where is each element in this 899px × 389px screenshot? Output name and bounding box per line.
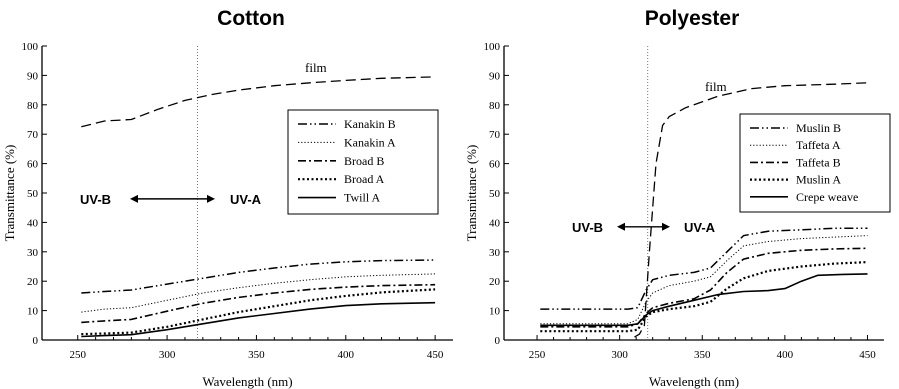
legend: Kanakin B Kanakin A Broad B Broad A Twill A (287, 109, 439, 215)
y-tick-label: 80 (489, 100, 501, 112)
y-tick-label: 20 (489, 276, 501, 288)
legend-box (739, 113, 891, 213)
chart-title: Polyester (645, 7, 740, 30)
x-tick-label: 350 (694, 349, 711, 361)
y-tick-label: 40 (489, 217, 501, 229)
legend-label: Kanakin B (344, 117, 396, 131)
chart-panel-cotton: Cotton 0 10 20 30 40 50 60 70 80 90 100 250 300 350 400… (2, 7, 453, 389)
series-line-muslin-b (540, 227, 868, 310)
series-line-taffeta-b (540, 247, 868, 328)
chart-title: Cotton (217, 7, 285, 30)
legend: Muslin B Taffeta A Taffeta B Muslin A Crepe … (739, 113, 891, 213)
y-tick-label: 50 (489, 188, 501, 200)
x-tick-label: 250 (529, 349, 546, 361)
y-axis-label: Transmittance (%) (2, 145, 17, 242)
legend-label: Crepe weave (796, 190, 858, 204)
x-tick-label: 450 (859, 349, 876, 361)
x-tick-label: 350 (248, 349, 265, 361)
series-line-film (81, 76, 436, 128)
legend-label: Taffeta A (796, 138, 841, 152)
series-line-taffeta-a (540, 235, 868, 325)
y-tick-label: 0 (33, 335, 39, 347)
x-tick-label: 450 (427, 349, 444, 361)
legend-box (287, 109, 439, 215)
uv-arrow-right-head (207, 194, 215, 203)
y-tick-label: 10 (489, 306, 501, 318)
y-tick-label: 100 (484, 41, 501, 53)
y-tick-label: 0 (495, 335, 501, 347)
y-tick-label: 60 (27, 159, 39, 171)
x-axis-label: Wavelength (nm) (649, 374, 739, 389)
x-tick-label: 300 (611, 349, 628, 361)
y-axis-label: Transmittance (%) (464, 145, 479, 242)
x-tick-label: 250 (69, 349, 86, 361)
y-tick-label: 30 (489, 247, 501, 259)
y-tick-label: 100 (22, 41, 39, 53)
x-tick-label: 400 (777, 349, 794, 361)
uv-arrow-right-head (662, 222, 670, 231)
series-line-crepe-weave (540, 273, 868, 327)
legend-label: Muslin B (796, 121, 841, 135)
legend-label: Taffeta B (796, 155, 841, 169)
y-tick-label: 10 (27, 306, 39, 318)
series-line-kanakin-a (81, 273, 436, 313)
y-tick-label: 70 (27, 129, 39, 141)
y-tick-label: 60 (489, 159, 501, 171)
legend-label: Broad A (344, 172, 385, 186)
uv-a-label: UV-A (230, 192, 262, 207)
series-line-kanakin-b (81, 259, 436, 294)
uv-a-label: UV-A (684, 220, 716, 235)
legend-label: Kanakin A (344, 135, 396, 149)
uv-arrow-left-head (617, 222, 625, 231)
x-tick-label: 300 (159, 349, 176, 361)
series-line-broad-a (81, 288, 436, 336)
chart-panel-polyester: Polyester 0 10 20 30 40 50 60 70 80 90 100 250 300 350… (464, 7, 891, 389)
x-axis-label: Wavelength (nm) (202, 374, 292, 389)
y-tick-label: 80 (27, 100, 39, 112)
uv-arrow-left-head (130, 194, 138, 203)
y-tick-label: 40 (27, 217, 39, 229)
y-tick-label: 90 (27, 70, 39, 82)
series-line-muslin-a (540, 261, 868, 333)
y-tick-label: 90 (489, 70, 501, 82)
series-line-twill-a (81, 301, 436, 338)
y-tick-label: 50 (27, 188, 39, 200)
legend-label: Twill A (344, 191, 380, 205)
series-line-broad-b (81, 283, 436, 324)
legend-label: Broad B (344, 154, 384, 168)
film-series-label: film (705, 79, 727, 94)
x-tick-label: 400 (338, 349, 355, 361)
y-tick-label: 30 (27, 247, 39, 259)
y-tick-label: 20 (27, 276, 39, 288)
series-line-film (634, 82, 868, 338)
uv-b-label: UV-B (572, 220, 603, 235)
y-tick-label: 70 (489, 129, 501, 141)
legend-label: Muslin A (796, 173, 841, 187)
uv-b-label: UV-B (80, 192, 111, 207)
film-series-label: film (305, 60, 327, 75)
